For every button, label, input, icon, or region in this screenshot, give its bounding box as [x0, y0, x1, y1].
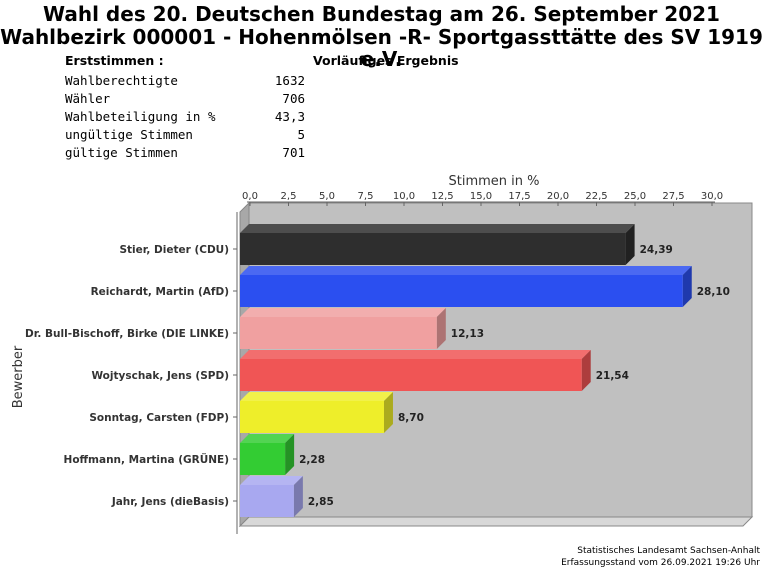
stat-value-turnout: 43,3 [274, 109, 305, 124]
category-label: Reichardt, Martin (AfD) [91, 286, 229, 298]
x-tick-label: 15,0 [470, 191, 492, 202]
data-label: 28,10 [697, 286, 730, 298]
bar-top-face [240, 476, 303, 485]
category-label: Wojtyschak, Jens (SPD) [91, 370, 229, 382]
x-tick-label: 10,0 [393, 191, 415, 202]
result-label: Vorläufiges Ergebnis [313, 53, 459, 68]
bar-top-face [240, 434, 295, 443]
data-label: 2,28 [299, 454, 325, 466]
bar-group: Reichardt, Martin (AfD) 28,10 [91, 266, 730, 307]
plot-floor [238, 516, 754, 527]
bar-side-face [436, 308, 446, 349]
bar [240, 443, 286, 475]
bar [240, 401, 384, 433]
category-label: Hoffmann, Martina (GRÜNE) [64, 452, 229, 466]
bar-top-face [240, 392, 393, 401]
bar-side-face [682, 266, 692, 307]
category-label: Jahr, Jens (dieBasis) [111, 496, 229, 508]
x-tick-label: 20,0 [547, 191, 569, 202]
bar-group: Jahr, Jens (dieBasis) 2,85 [111, 476, 334, 517]
stat-value-invalid: 5 [297, 127, 305, 142]
bar-side-face [293, 476, 303, 517]
x-tick-label: 0,0 [242, 191, 258, 202]
stat-label-valid: gültige Stimmen [65, 145, 178, 160]
bar [240, 233, 626, 265]
stat-label-turnout: Wahlbeteiligung in % [65, 109, 216, 124]
x-tick-label: 27,5 [662, 191, 684, 202]
stat-value-voters: 706 [282, 91, 305, 106]
x-tick-label: 5,0 [319, 191, 335, 202]
stat-label-voters: Wähler [65, 91, 111, 106]
chart-title-line-1: Wahl des 20. Deutschen Bundestag am 26. … [43, 2, 720, 26]
x-tick-label: 22,5 [585, 191, 607, 202]
bar-top-face [240, 308, 446, 317]
data-label: 8,70 [398, 412, 424, 424]
data-label: 12,13 [451, 328, 484, 340]
bar-top-face [240, 350, 591, 359]
bar-group: Dr. Bull-Bischoff, Birke (DIE LINKE) 12,1… [25, 308, 484, 349]
footer-timestamp: Erfassungsstand vom 26.09.2021 19:26 Uhr [561, 558, 760, 568]
bar-side-face [285, 434, 295, 475]
bar-group: Hoffmann, Martina (GRÜNE) 2,28 [64, 434, 325, 475]
chart-title-line-2: Wahlbezirk 000001 - Hohenmölsen -R- Spor… [0, 25, 763, 71]
bar [240, 275, 683, 307]
x-tick-label: 25,0 [624, 191, 646, 202]
data-label: 24,39 [640, 244, 673, 256]
bar-group: Wojtyschak, Jens (SPD) 21,54 [91, 350, 629, 391]
bar-side-face [581, 350, 591, 391]
bar [240, 359, 582, 391]
bar-group: Stier, Dieter (CDU) 24,39 [119, 224, 673, 265]
bar [240, 317, 437, 349]
footer-source: Statistisches Landesamt Sachsen-Anhalt [577, 546, 760, 556]
bar-side-face [625, 224, 635, 265]
data-label: 21,54 [596, 370, 629, 382]
bar [240, 485, 294, 517]
y-axis-title: Bewerber [11, 345, 26, 408]
x-tick-label: 7,5 [358, 191, 374, 202]
category-label: Dr. Bull-Bischoff, Birke (DIE LINKE) [25, 328, 229, 340]
bar-top-face [240, 266, 692, 275]
x-tick-label: 12,5 [431, 191, 453, 202]
category-label: Stier, Dieter (CDU) [119, 244, 229, 256]
x-tick-label: 2,5 [281, 191, 297, 202]
stat-value-valid: 701 [282, 145, 305, 160]
bar-top-face [240, 224, 635, 233]
data-label: 2,85 [308, 496, 334, 508]
bar-group: Sonntag, Carsten (FDP) 8,70 [89, 392, 424, 433]
stat-label-eligible: Wahlberechtigte [65, 73, 178, 88]
category-label: Sonntag, Carsten (FDP) [89, 412, 229, 424]
x-axis-title: Stimmen in % [449, 174, 540, 189]
stat-value-eligible: 1632 [274, 73, 305, 88]
x-tick-label: 17,5 [508, 191, 530, 202]
bar-side-face [383, 392, 393, 433]
stat-label-invalid: ungültige Stimmen [65, 127, 193, 142]
x-tick-label: 30,0 [701, 191, 723, 202]
section-label: Erststimmen : [65, 53, 164, 68]
